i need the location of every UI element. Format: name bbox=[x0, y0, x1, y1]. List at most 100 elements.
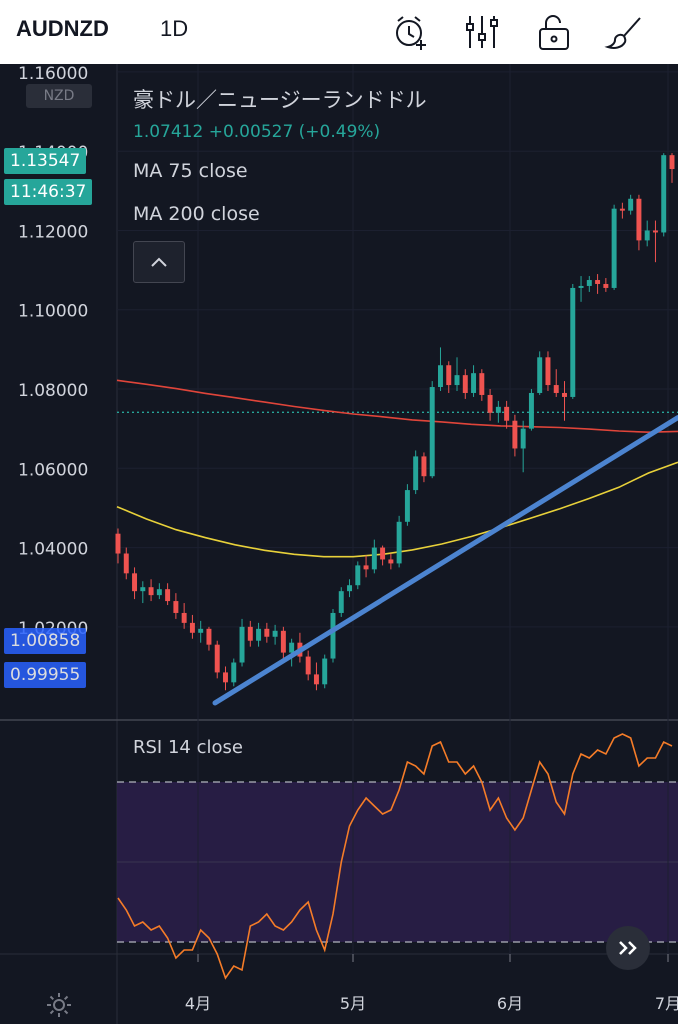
candle-body bbox=[586, 280, 592, 286]
candle-body bbox=[264, 628, 270, 637]
symbol-label[interactable]: AUDNZD bbox=[16, 16, 109, 41]
settings-button[interactable] bbox=[42, 988, 76, 1022]
ma200-line bbox=[116, 379, 678, 434]
scroll-to-realtime-button[interactable] bbox=[606, 926, 650, 970]
time-tick-label: 7月 bbox=[655, 994, 678, 1013]
candle-body bbox=[256, 628, 262, 641]
candle-body bbox=[148, 587, 154, 596]
candle-body bbox=[132, 573, 138, 592]
candle-body bbox=[545, 357, 551, 386]
time-tick-label: 4月 bbox=[185, 994, 211, 1013]
price-chart[interactable]: 1.160001.140001.120001.100001.080001.060… bbox=[0, 64, 678, 1024]
price-tick-label: 1.16000 bbox=[18, 64, 88, 84]
candle-body bbox=[347, 585, 353, 592]
candle-body bbox=[140, 587, 146, 592]
candle-body bbox=[562, 392, 567, 397]
trendline bbox=[212, 415, 678, 706]
candle-body bbox=[471, 373, 477, 393]
candle-body bbox=[280, 630, 286, 653]
candle-body bbox=[603, 283, 609, 288]
price-tick-label: 1.04000 bbox=[18, 540, 88, 560]
time-tick-label: 5月 bbox=[340, 994, 366, 1013]
price-tick-label: 1.12000 bbox=[18, 222, 88, 242]
candle-body bbox=[437, 365, 443, 388]
indicators-icon[interactable] bbox=[462, 12, 502, 52]
unlock-icon[interactable] bbox=[534, 12, 574, 52]
crosshair-price-badge: 1.00858 bbox=[4, 628, 87, 654]
rsi-line bbox=[117, 733, 673, 980]
legend-last-price: 1.07412 bbox=[133, 122, 204, 142]
candle-body bbox=[495, 406, 501, 413]
candle-body bbox=[520, 428, 526, 449]
candle-body bbox=[363, 565, 369, 570]
toolbar: AUDNZD 1D bbox=[0, 0, 678, 64]
current-price-badge: 1.13547 bbox=[4, 148, 87, 174]
legend-change: +0.00527 bbox=[208, 122, 294, 142]
candle-body bbox=[462, 375, 468, 393]
currency-badge: NZD bbox=[26, 84, 92, 108]
rsi-legend[interactable]: RSI 14 close bbox=[133, 737, 243, 758]
price-tick-label: 1.06000 bbox=[18, 460, 88, 480]
alarm-add-icon[interactable] bbox=[390, 12, 430, 52]
candle-body bbox=[115, 533, 121, 554]
chevron-up-icon bbox=[151, 257, 167, 267]
drawing-brush-icon[interactable] bbox=[604, 12, 644, 52]
interval-label[interactable]: 1D bbox=[160, 16, 189, 41]
candle-body bbox=[330, 612, 336, 659]
candle-body bbox=[388, 559, 394, 564]
candle-body bbox=[173, 601, 179, 613]
candle-body bbox=[669, 155, 675, 170]
candle-body bbox=[239, 626, 245, 663]
candle-body bbox=[537, 357, 543, 393]
time-tick-label: 6月 bbox=[497, 994, 523, 1013]
candle-body bbox=[355, 565, 361, 586]
candle-body bbox=[305, 656, 311, 675]
candle-body bbox=[644, 230, 650, 241]
legend-quote: 1.07412 +0.00527 (+0.49%) bbox=[133, 122, 380, 142]
chart-area[interactable]: 1.160001.140001.120001.100001.080001.060… bbox=[0, 64, 678, 1024]
gear-icon bbox=[47, 993, 71, 1017]
candle-body bbox=[512, 420, 518, 449]
candle-body bbox=[223, 672, 228, 683]
candle-body bbox=[380, 547, 386, 560]
crosshair-low-badge: 0.99955 bbox=[4, 662, 87, 688]
candle-body bbox=[553, 385, 559, 393]
candle-body bbox=[371, 547, 377, 570]
candle-body bbox=[214, 644, 220, 673]
legend-ma75[interactable]: MA 75 close bbox=[133, 160, 248, 182]
candle-body bbox=[611, 208, 617, 288]
candle-body bbox=[628, 198, 634, 211]
candle-body bbox=[619, 208, 625, 211]
legend-symbol-name: 豪ドル／ニュージーランドドル bbox=[133, 88, 427, 112]
candle-body bbox=[123, 553, 129, 574]
candle-body bbox=[181, 612, 187, 623]
candle-body bbox=[338, 591, 344, 613]
candle-body bbox=[429, 387, 435, 477]
candle-body bbox=[504, 406, 510, 421]
candle-body bbox=[206, 628, 212, 645]
candle-body bbox=[165, 589, 171, 602]
candle-body bbox=[661, 155, 667, 233]
candle-body bbox=[421, 456, 427, 477]
candle-body bbox=[578, 285, 584, 288]
candle-body bbox=[570, 287, 576, 397]
candle-body bbox=[595, 280, 601, 284]
candle-body bbox=[198, 628, 204, 633]
price-tick-label: 1.10000 bbox=[18, 302, 88, 322]
candle-body bbox=[479, 373, 485, 395]
candle-body bbox=[652, 230, 658, 233]
candle-body bbox=[189, 622, 195, 633]
candle-body bbox=[313, 674, 319, 685]
candle-body bbox=[231, 662, 237, 683]
legend-collapse-button[interactable] bbox=[133, 241, 185, 283]
candle-body bbox=[636, 198, 642, 241]
candle-body bbox=[156, 589, 162, 596]
candle-body bbox=[396, 521, 402, 564]
candle-body bbox=[413, 456, 419, 491]
legend-ma200[interactable]: MA 200 close bbox=[133, 203, 260, 225]
legend-change-pct: (+0.49%) bbox=[298, 122, 381, 142]
candle-body bbox=[322, 658, 328, 685]
candle-body bbox=[487, 394, 493, 413]
double-chevron-right-icon bbox=[619, 941, 637, 955]
candle-body bbox=[404, 490, 410, 522]
